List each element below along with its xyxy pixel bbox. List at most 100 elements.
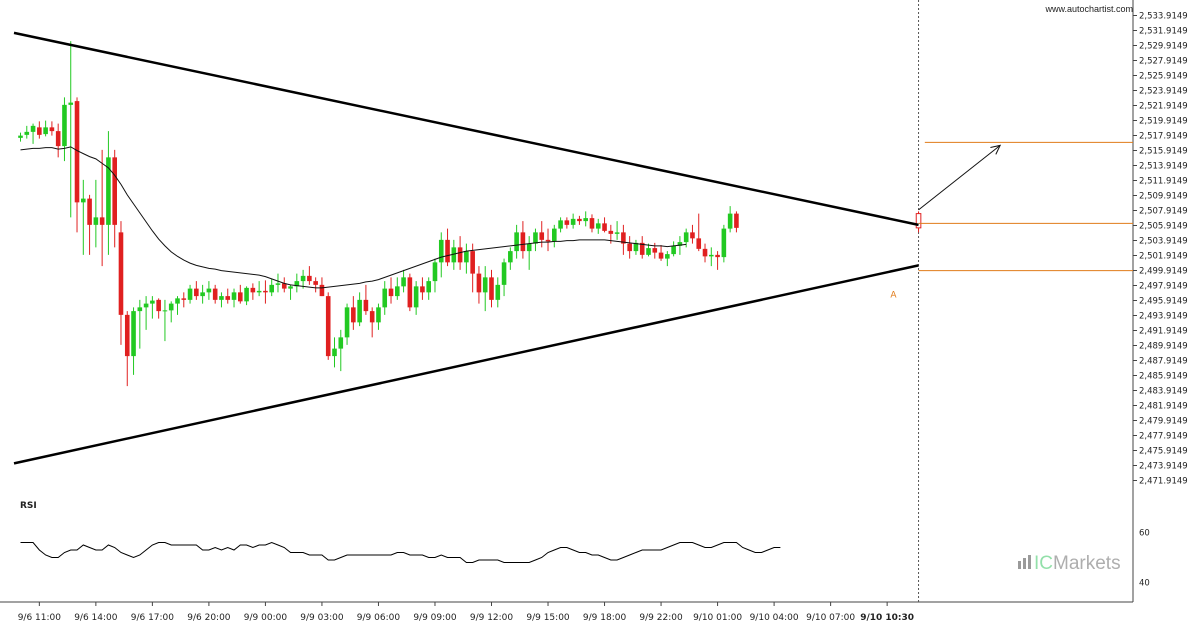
candle[interactable] [206, 281, 212, 300]
candle[interactable] [74, 97, 80, 233]
candle[interactable] [256, 281, 262, 297]
candle[interactable] [395, 277, 400, 300]
candle[interactable] [595, 218, 601, 234]
candle[interactable] [300, 269, 306, 289]
candle[interactable] [709, 247, 714, 267]
candle[interactable] [357, 292, 362, 327]
candle[interactable] [401, 269, 406, 293]
candle[interactable] [325, 292, 331, 360]
candle[interactable] [187, 284, 193, 304]
candle[interactable] [332, 337, 337, 368]
candle[interactable] [18, 132, 23, 142]
candle[interactable] [99, 149, 105, 267]
candle[interactable] [288, 284, 293, 300]
candle[interactable] [263, 280, 268, 304]
candle[interactable] [344, 303, 350, 345]
candle[interactable] [49, 121, 55, 136]
candle[interactable] [526, 236, 532, 270]
candle[interactable] [124, 311, 130, 387]
candle[interactable] [250, 283, 256, 300]
candle[interactable] [106, 131, 111, 255]
candle[interactable] [351, 296, 356, 330]
candle[interactable] [275, 273, 281, 293]
candle[interactable] [665, 251, 670, 267]
upper-trendline[interactable] [13, 31, 919, 227]
candle[interactable] [658, 245, 664, 261]
candle[interactable] [369, 307, 375, 338]
candle[interactable] [194, 281, 199, 300]
candle[interactable] [307, 266, 312, 285]
candle[interactable] [55, 123, 61, 158]
candle[interactable] [87, 194, 92, 255]
candle[interactable] [633, 239, 639, 255]
candle[interactable] [683, 228, 689, 248]
candle[interactable] [558, 217, 563, 233]
candle[interactable] [244, 286, 249, 306]
candle[interactable] [143, 296, 149, 330]
candle[interactable] [118, 221, 124, 345]
candle[interactable] [727, 206, 733, 233]
candle[interactable] [413, 281, 419, 315]
candle[interactable] [621, 224, 626, 255]
candle[interactable] [451, 239, 457, 270]
candle[interactable] [476, 266, 482, 304]
candle[interactable] [583, 211, 588, 227]
candle[interactable] [646, 243, 651, 257]
candle[interactable] [388, 277, 394, 304]
candle[interactable] [281, 277, 287, 293]
candle[interactable] [464, 243, 469, 274]
candle[interactable] [112, 149, 117, 248]
candle[interactable] [212, 284, 218, 304]
candle[interactable] [690, 224, 695, 244]
candle[interactable] [225, 288, 231, 304]
candle[interactable] [702, 243, 708, 263]
candle[interactable] [589, 214, 595, 233]
candle[interactable] [37, 121, 42, 139]
lower-trendline[interactable] [13, 264, 919, 465]
candle[interactable] [520, 221, 526, 259]
candle[interactable] [407, 273, 413, 312]
candle[interactable] [162, 299, 168, 342]
candle[interactable] [470, 243, 475, 293]
candle[interactable] [627, 236, 632, 259]
candle[interactable] [219, 292, 224, 308]
candle[interactable] [313, 277, 318, 293]
candle[interactable] [577, 215, 582, 225]
candle[interactable] [269, 278, 274, 297]
candle[interactable] [156, 298, 161, 319]
candle[interactable] [696, 213, 702, 252]
candle[interactable] [93, 179, 99, 248]
candle[interactable] [137, 299, 143, 349]
candle[interactable] [200, 284, 205, 304]
candle[interactable] [489, 269, 494, 308]
candle[interactable] [614, 221, 620, 240]
candle[interactable] [24, 125, 30, 139]
candle[interactable] [231, 288, 237, 308]
candle[interactable] [482, 266, 488, 312]
candle[interactable] [501, 258, 507, 297]
candle[interactable] [721, 224, 727, 263]
candle[interactable] [514, 224, 519, 259]
candle[interactable] [734, 211, 739, 233]
candle[interactable] [545, 228, 551, 252]
candle[interactable] [238, 284, 243, 304]
candle[interactable] [570, 213, 576, 229]
candle[interactable] [81, 179, 86, 255]
candle[interactable] [671, 241, 676, 257]
candle[interactable] [445, 228, 450, 267]
candle[interactable] [363, 284, 369, 315]
candle[interactable] [62, 97, 67, 162]
candle-current[interactable] [915, 211, 922, 233]
candle[interactable] [338, 329, 344, 372]
candle[interactable] [30, 123, 36, 144]
candle[interactable] [533, 228, 538, 252]
candle[interactable] [294, 273, 300, 293]
candle[interactable] [376, 303, 381, 330]
candle[interactable] [426, 277, 431, 300]
candle[interactable] [68, 41, 74, 218]
candle[interactable] [181, 292, 187, 308]
candle[interactable] [420, 277, 425, 300]
candle[interactable] [168, 301, 174, 323]
candle[interactable] [564, 217, 570, 229]
